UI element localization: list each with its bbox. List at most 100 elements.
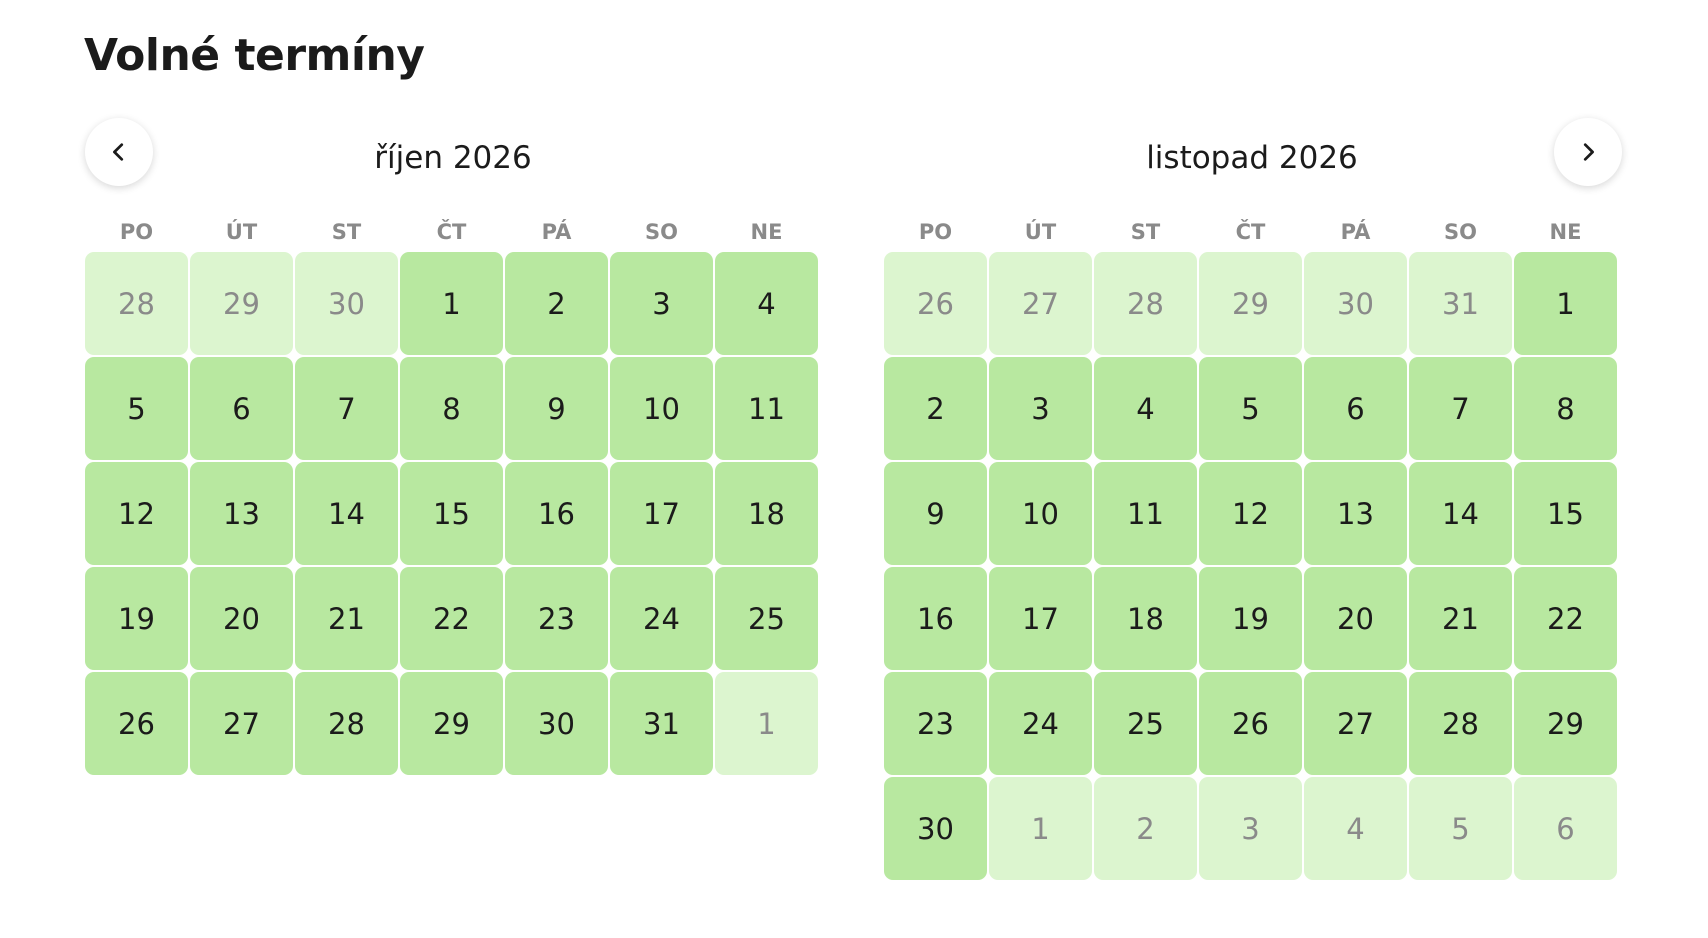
month-title: listopad 2026 [1146,140,1358,176]
day-cell-outside-month[interactable]: 1 [715,672,818,775]
weekday-label: PO [119,220,154,244]
day-cell[interactable]: 21 [295,567,398,670]
day-cell[interactable]: 9 [884,462,987,565]
day-cell[interactable]: 1 [1514,252,1617,355]
weekday-label: ST [331,220,362,244]
weekday-label: ST [1130,220,1161,244]
day-cell[interactable]: 14 [1409,462,1512,565]
weekday-label: PÁ [541,220,572,244]
day-cell[interactable]: 5 [1199,357,1302,460]
chevron-left-icon [113,143,124,161]
day-cell[interactable]: 23 [884,672,987,775]
day-cell-outside-month[interactable]: 6 [1514,777,1617,880]
chevron-right-icon [1583,143,1594,161]
day-cell[interactable]: 12 [85,462,188,565]
day-cell[interactable]: 19 [1199,567,1302,670]
day-cell[interactable]: 9 [505,357,608,460]
day-cell[interactable]: 26 [1199,672,1302,775]
day-cell-outside-month[interactable]: 26 [884,252,987,355]
weekday-label: NE [750,220,783,244]
day-cell[interactable]: 27 [190,672,293,775]
day-cell[interactable]: 31 [610,672,713,775]
day-cell[interactable]: 1 [400,252,503,355]
day-cell[interactable]: 27 [1304,672,1407,775]
day-cell[interactable]: 26 [85,672,188,775]
weekday-label: ČT [436,220,467,244]
day-cell-outside-month[interactable]: 27 [989,252,1092,355]
month-calendar-november: listopad 2026 PO ÚT ST ČT PÁ SO NE 26 27 2… [884,134,1620,880]
day-cell-outside-month[interactable]: 2 [1094,777,1197,880]
day-cell[interactable]: 19 [85,567,188,670]
day-cell-outside-month[interactable]: 3 [1199,777,1302,880]
day-cell-outside-month[interactable]: 28 [85,252,188,355]
day-cell-outside-month[interactable]: 29 [190,252,293,355]
day-cell-outside-month[interactable]: 5 [1409,777,1512,880]
day-cell[interactable]: 29 [400,672,503,775]
day-cell[interactable]: 8 [1514,357,1617,460]
day-cell[interactable]: 14 [295,462,398,565]
day-cell[interactable]: 7 [1409,357,1512,460]
day-cell[interactable]: 8 [400,357,503,460]
day-cell[interactable]: 23 [505,567,608,670]
day-cell[interactable]: 11 [715,357,818,460]
day-cell[interactable]: 15 [400,462,503,565]
weekday-label: NE [1549,220,1582,244]
day-cell-outside-month[interactable]: 29 [1199,252,1302,355]
day-cell[interactable]: 10 [610,357,713,460]
weekday-label: PO [918,220,953,244]
weekday-label: ÚT [1024,220,1057,244]
day-cell-outside-month[interactable]: 31 [1409,252,1512,355]
day-cell[interactable]: 16 [505,462,608,565]
day-cell[interactable]: 11 [1094,462,1197,565]
month-calendar-october: říjen 2026 PO ÚT ST ČT PÁ SO NE 28 29 30 1 2… [85,134,821,775]
weekday-label: SO [1444,220,1477,244]
day-cell[interactable]: 7 [295,357,398,460]
weekday-label: ÚT [225,220,258,244]
day-cell-outside-month[interactable]: 4 [1304,777,1407,880]
weekday-label: ČT [1235,220,1266,244]
day-cell[interactable]: 17 [610,462,713,565]
day-cell[interactable]: 2 [884,357,987,460]
day-cell[interactable]: 17 [989,567,1092,670]
day-cell[interactable]: 29 [1514,672,1617,775]
day-cell[interactable]: 6 [190,357,293,460]
month-title: říjen 2026 [374,140,532,176]
day-cell[interactable]: 16 [884,567,987,670]
day-cell[interactable]: 25 [1094,672,1197,775]
previous-month-button[interactable] [85,118,153,186]
day-cell[interactable]: 3 [989,357,1092,460]
day-cell[interactable]: 4 [1094,357,1197,460]
day-cell[interactable]: 15 [1514,462,1617,565]
day-cell[interactable]: 28 [1409,672,1512,775]
page-title: Volné termíny [84,30,425,81]
day-cell-outside-month[interactable]: 30 [1304,252,1407,355]
day-cell[interactable]: 24 [610,567,713,670]
weekday-label: SO [645,220,678,244]
day-cell[interactable]: 13 [1304,462,1407,565]
day-cell[interactable]: 30 [884,777,987,880]
day-cell[interactable]: 24 [989,672,1092,775]
day-cell-outside-month[interactable]: 1 [989,777,1092,880]
day-cell[interactable]: 13 [190,462,293,565]
day-cell[interactable]: 10 [989,462,1092,565]
day-cell[interactable]: 4 [715,252,818,355]
day-cell[interactable]: 21 [1409,567,1512,670]
day-cell[interactable]: 30 [505,672,608,775]
day-cell[interactable]: 6 [1304,357,1407,460]
day-cell[interactable]: 22 [400,567,503,670]
day-cell[interactable]: 18 [715,462,818,565]
day-cell[interactable]: 3 [610,252,713,355]
day-cell[interactable]: 12 [1199,462,1302,565]
day-cell[interactable]: 5 [85,357,188,460]
weekday-header: PO ÚT ST ČT PÁ SO NE [85,214,821,250]
day-cell[interactable]: 22 [1514,567,1617,670]
next-month-button[interactable] [1554,118,1622,186]
day-cell[interactable]: 20 [190,567,293,670]
day-cell[interactable]: 18 [1094,567,1197,670]
day-cell[interactable]: 2 [505,252,608,355]
day-cell[interactable]: 20 [1304,567,1407,670]
day-cell[interactable]: 25 [715,567,818,670]
day-cell-outside-month[interactable]: 28 [1094,252,1197,355]
day-cell[interactable]: 28 [295,672,398,775]
day-cell-outside-month[interactable]: 30 [295,252,398,355]
